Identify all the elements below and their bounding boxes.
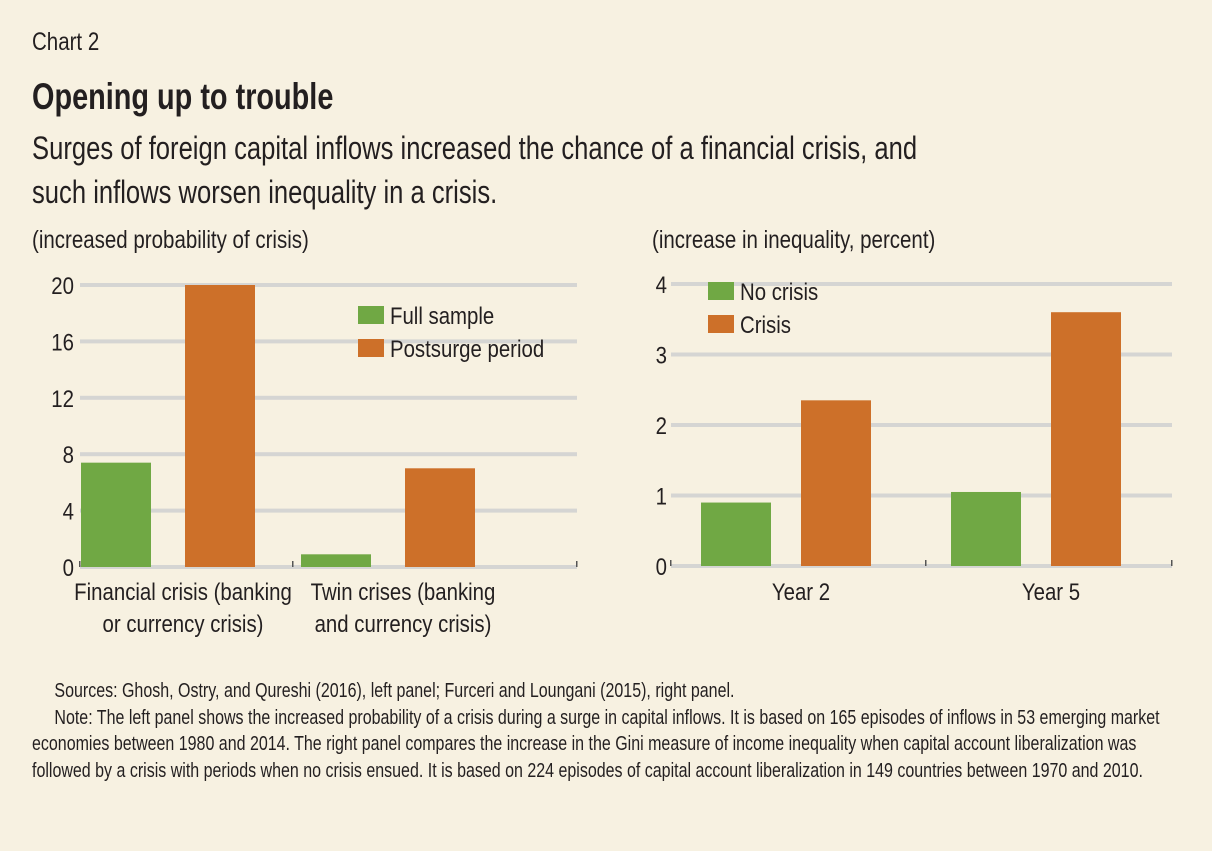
x-axis-tick [79, 561, 81, 567]
legend-label: Crisis [740, 311, 791, 338]
x-axis-tick [292, 561, 294, 567]
gridline [671, 423, 1172, 427]
y-tick-label: 8 [63, 442, 74, 469]
left-panel-y-axis-label: (increased probability of crisis) [32, 226, 309, 254]
legend-swatch [708, 315, 734, 333]
y-tick-label: 1 [656, 483, 667, 510]
x-axis-tick [670, 560, 672, 566]
left-panel: 0 4 8 12 16 20 Financial crisis (banking or cur… [51, 272, 578, 637]
y-tick-label: 0 [656, 553, 667, 580]
x-category-label: or currency crisis) [103, 610, 264, 637]
legend-swatch [358, 306, 384, 324]
gridline [671, 564, 1172, 568]
x-axis-tick [576, 561, 578, 567]
gridline [671, 493, 1172, 498]
x-category-label: Twin crises (banking [311, 578, 496, 605]
y-tick-label: 0 [63, 554, 74, 581]
bar-full-sample [81, 462, 151, 567]
y-tick-label: 3 [656, 342, 667, 369]
gridline [80, 508, 577, 513]
legend-label: Postsurge period [390, 335, 544, 362]
y-tick-label: 4 [656, 271, 667, 298]
legend-swatch [358, 339, 384, 357]
bar-no-crisis [951, 491, 1021, 566]
gridline [80, 339, 577, 344]
bar-crisis [801, 400, 871, 566]
note-text: Note: The left panel shows the increased… [32, 706, 1160, 782]
y-tick-label: 12 [51, 385, 74, 412]
y-tick-label: 2 [656, 412, 667, 439]
gridline [80, 283, 577, 287]
bar-postsurge-period [185, 285, 255, 567]
legend-swatch [708, 282, 734, 300]
gridline [80, 452, 577, 457]
y-tick-label: 16 [51, 329, 74, 356]
gridline [80, 395, 577, 400]
x-category-label: and currency crisis) [315, 610, 492, 637]
bar-no-crisis [701, 502, 771, 566]
x-axis-tick [1171, 560, 1173, 566]
gridline [671, 352, 1172, 357]
y-tick-label: 4 [63, 498, 74, 525]
notes: Sources: Ghosh, Ostry, and Qureshi (2016… [32, 678, 1168, 784]
y-tick-label: 20 [51, 272, 74, 299]
chart-label: Chart 2 [32, 28, 100, 56]
subtitle-line-2: such inflows worsen inequality in a cris… [32, 174, 498, 210]
gridline [671, 282, 1172, 286]
bar-full-sample [301, 554, 371, 567]
chart-title: Opening up to trouble [32, 76, 334, 117]
x-category-label: Year 2 [772, 578, 830, 605]
right-panel-y-axis-label: (increase in inequality, percent) [652, 226, 936, 254]
legend-label: Full sample [390, 302, 494, 329]
bar-postsurge-period [405, 468, 475, 567]
subtitle-line-1: Surges of foreign capital inflows increa… [32, 130, 918, 166]
right-panel: 0 1 2 3 4 Year 2 Year 5 No crisis Crisis [656, 271, 1173, 605]
x-category-label: Financial crisis (banking [74, 578, 292, 605]
sources-text: Sources: Ghosh, Ostry, and Qureshi (2016… [54, 680, 735, 702]
bar-crisis [1051, 312, 1121, 566]
chart-subtitle: Surges of foreign capital inflows increa… [32, 126, 917, 214]
x-axis-tick [925, 560, 927, 566]
legend-label: No crisis [740, 278, 818, 305]
x-category-label: Year 5 [1022, 578, 1080, 605]
